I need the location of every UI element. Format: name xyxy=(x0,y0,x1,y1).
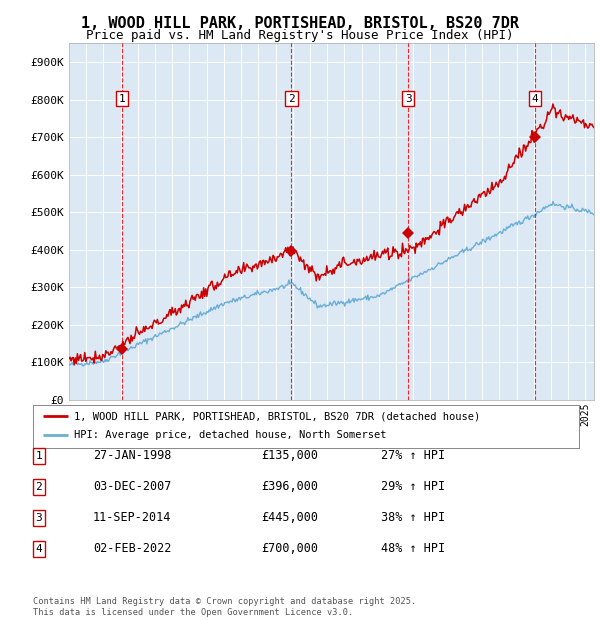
Text: 1, WOOD HILL PARK, PORTISHEAD, BRISTOL, BS20 7DR (detached house): 1, WOOD HILL PARK, PORTISHEAD, BRISTOL, … xyxy=(74,412,480,422)
Text: 38% ↑ HPI: 38% ↑ HPI xyxy=(381,512,445,524)
Text: 1: 1 xyxy=(119,94,125,104)
Text: £445,000: £445,000 xyxy=(261,512,318,524)
Text: 2: 2 xyxy=(288,94,295,104)
Text: Price paid vs. HM Land Registry's House Price Index (HPI): Price paid vs. HM Land Registry's House … xyxy=(86,29,514,42)
Text: 48% ↑ HPI: 48% ↑ HPI xyxy=(381,542,445,555)
Text: 4: 4 xyxy=(532,94,539,104)
Text: 03-DEC-2007: 03-DEC-2007 xyxy=(93,480,172,493)
Text: 3: 3 xyxy=(35,513,43,523)
Text: HPI: Average price, detached house, North Somerset: HPI: Average price, detached house, Nort… xyxy=(74,430,386,440)
Text: 11-SEP-2014: 11-SEP-2014 xyxy=(93,512,172,524)
Text: 02-FEB-2022: 02-FEB-2022 xyxy=(93,542,172,555)
Text: 27-JAN-1998: 27-JAN-1998 xyxy=(93,450,172,462)
Text: £396,000: £396,000 xyxy=(261,480,318,493)
Text: 1: 1 xyxy=(35,451,43,461)
Text: £135,000: £135,000 xyxy=(261,450,318,462)
Text: 2: 2 xyxy=(35,482,43,492)
Text: 1, WOOD HILL PARK, PORTISHEAD, BRISTOL, BS20 7DR: 1, WOOD HILL PARK, PORTISHEAD, BRISTOL, … xyxy=(81,16,519,30)
Text: Contains HM Land Registry data © Crown copyright and database right 2025.
This d: Contains HM Land Registry data © Crown c… xyxy=(33,598,416,617)
Text: 27% ↑ HPI: 27% ↑ HPI xyxy=(381,450,445,462)
Text: £700,000: £700,000 xyxy=(261,542,318,555)
Text: 4: 4 xyxy=(35,544,43,554)
Text: 3: 3 xyxy=(405,94,412,104)
Text: 29% ↑ HPI: 29% ↑ HPI xyxy=(381,480,445,493)
